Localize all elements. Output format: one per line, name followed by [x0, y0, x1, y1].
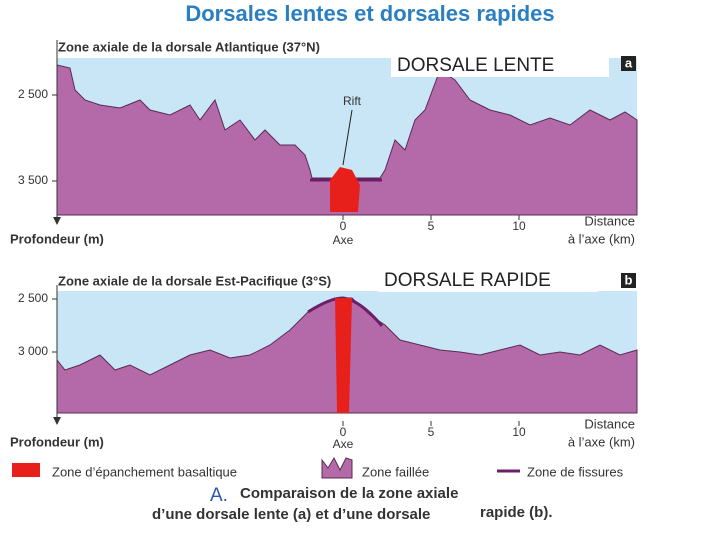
relief	[56, 64, 638, 216]
axis-label: Axe	[333, 233, 354, 247]
axis-arrow	[53, 417, 61, 425]
distance-tick-label: 10	[512, 219, 526, 233]
legend-label: Zone d’épanchement basaltique	[52, 464, 237, 479]
rift-pointer	[342, 109, 353, 166]
panel-heading: Zone axiale de la dorsale Est-Pacifique …	[58, 273, 331, 288]
depth-tick-label: 2 500	[18, 291, 48, 305]
panel-label: DORSALE LENTE	[397, 55, 554, 76]
distance-title: à l’axe (km)	[568, 231, 635, 246]
distance-title: Distance	[584, 416, 635, 431]
caption-number: A.	[210, 485, 228, 506]
caption: d’une dorsale lente (a) et d’une dorsale	[152, 506, 430, 523]
depth-tick-label: 2 500	[18, 87, 48, 101]
legend-swatch	[12, 463, 40, 477]
distance-tick-label: 0	[340, 219, 347, 233]
badge-box	[621, 56, 636, 71]
distance-title: à l’axe (km)	[568, 434, 635, 449]
depth-axis-title: Profondeur (m)	[10, 434, 104, 449]
axis-arrow	[53, 217, 61, 225]
panel-badge: b	[625, 272, 633, 287]
basalt-zone	[330, 167, 360, 212]
distance-title: Distance	[584, 213, 635, 228]
distance-tick-label: 0	[340, 425, 347, 439]
depth-tick-label: 3 000	[18, 344, 48, 358]
annotation: Rift	[343, 94, 362, 108]
legend-label: Zone faillée	[362, 464, 429, 479]
caption: Comparaison de la zone axiale	[240, 485, 458, 502]
legend-swatch	[321, 456, 353, 479]
basalt-zone	[335, 298, 352, 413]
axis-label: Axe	[333, 437, 354, 451]
title: Dorsales lentes et dorsales rapides	[185, 1, 554, 26]
distance-tick-label: 5	[428, 425, 435, 439]
depth-axis-title: Profondeur (m)	[10, 231, 104, 246]
distance-tick-label: 10	[512, 425, 526, 439]
label-box	[378, 268, 598, 292]
panel-badge: a	[625, 55, 633, 70]
badge-box	[621, 273, 636, 288]
panel-heading: Zone axiale de la dorsale Atlantique (37…	[58, 39, 320, 54]
distance-tick-label: 5	[428, 219, 435, 233]
label-box	[391, 53, 609, 77]
legend-label: Zone de fissures	[527, 464, 624, 479]
caption: rapide (b).	[480, 504, 553, 521]
panel-label: DORSALE RAPIDE	[384, 270, 551, 291]
depth-tick-label: 3 500	[18, 173, 48, 187]
